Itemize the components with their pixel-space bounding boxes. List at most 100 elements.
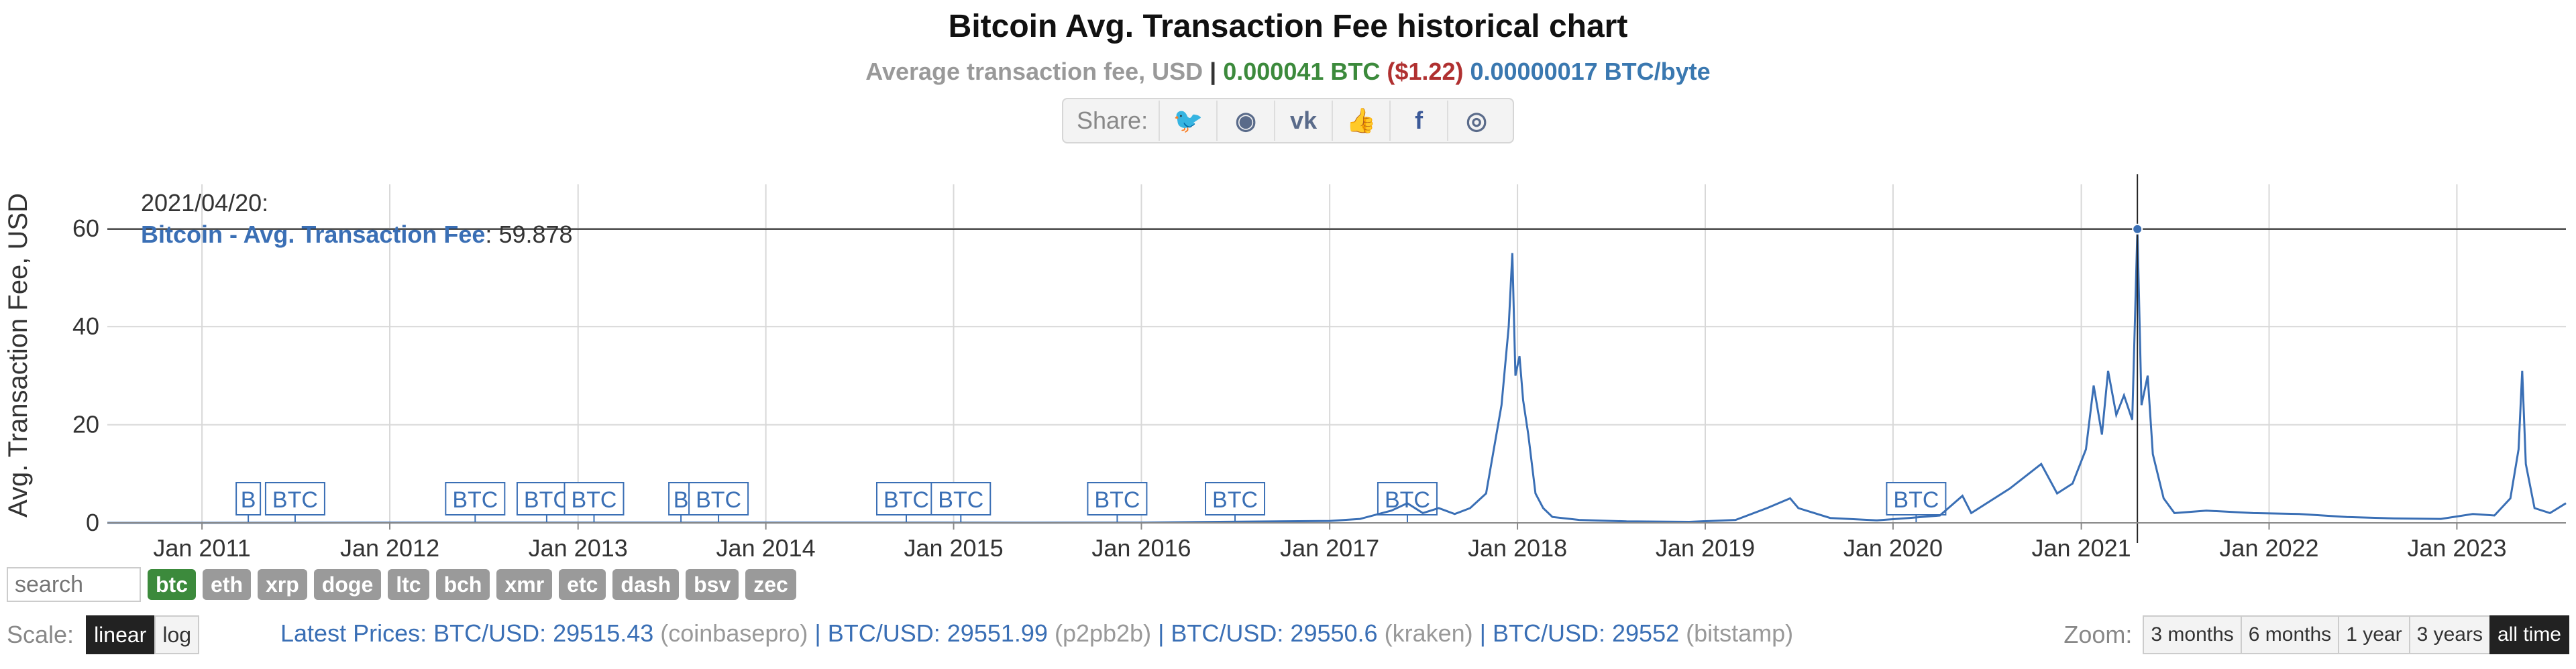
flag-box [564,482,625,515]
flag-box [235,482,262,515]
flag-label: BTC [571,487,616,513]
flag-label: BTC [1094,487,1140,513]
coin-dash[interactable]: dash [612,569,680,600]
price-exchange: (coinbasepro) [660,619,808,647]
flag-label: B [241,487,256,513]
zoom-label: Zoom: [2063,621,2133,648]
price-pair[interactable]: Latest Prices: BTC/USD: 29515.43 [280,619,654,647]
y-tick-label: 40 [72,312,99,340]
flag-box [1377,482,1438,515]
price-exchange: (kraken) [1384,619,1473,647]
price-exchange: (p2pb2b) [1054,619,1152,647]
x-tick-label: Jan 2018 [1468,534,1567,556]
x-tick-label: Jan 2021 [2032,534,2131,556]
flag-label: BTC [272,487,318,513]
price-pair[interactable]: BTC/USD: 29552 [1492,619,1680,647]
flag-label: BTC [938,487,983,513]
zoom-3-years-button[interactable]: 3 years [2408,615,2491,654]
x-tick-label: Jan 2011 [153,534,250,556]
coin-xrp[interactable]: xrp [258,569,307,600]
flag-label: BTC [452,487,498,513]
share-bar: Share: 🐦 ◉ vk 👍 f ◎ [1062,98,1514,143]
price-separator: | [1472,619,1493,647]
x-tick-label: Jan 2017 [1280,534,1379,556]
page-title: Bitcoin Avg. Transaction Fee historical … [948,9,1628,44]
scale-label: Scale: [7,621,74,648]
coin-eth[interactable]: eth [203,569,251,600]
flag-label: BTC [1893,487,1939,513]
zoom-3-months-button[interactable]: 3 months [2143,615,2242,654]
flag-label: BTC [1212,487,1258,513]
weibo-icon[interactable]: ◎ [1447,101,1505,141]
flag-box [875,482,936,515]
fee-per-byte: 0.00000017 BTC/byte [1470,58,1711,85]
tooltip-date: 2021/04/20: [141,189,268,217]
tooltip-colon: : [485,221,498,248]
flag-label: B [674,487,689,513]
flag-label: BTC [524,487,570,513]
flag-box [688,482,749,515]
coin-search-input[interactable] [7,567,141,602]
flag-label: BTC [1385,487,1430,513]
flag-label: BTC [883,487,929,513]
vk-icon[interactable]: vk [1274,101,1332,141]
tooltip-value: 59.878 [498,221,572,248]
x-tick-label: Jan 2023 [2407,534,2506,556]
zoom-control: Zoom: 3 months 6 months 1 year 3 years a… [2063,615,2569,654]
y-tick-label: 20 [72,411,99,438]
share-label: Share: [1077,107,1148,134]
flag-box [264,482,325,515]
flag-box [1205,482,1266,515]
subtitle-label: Average transaction fee, USD [865,58,1203,85]
price-separator: | [808,619,828,647]
x-tick-label: Jan 2016 [1091,534,1191,556]
price-pair[interactable]: BTC/USD: 29551.99 [827,619,1048,647]
coin-selector: btc eth xrp doge ltc bch xmr etc dash bs… [7,567,796,602]
x-tick-label: Jan 2012 [340,534,439,556]
coin-etc[interactable]: etc [559,569,606,600]
fee-series-line [107,229,2567,524]
reddit-icon[interactable]: ◉ [1216,101,1274,141]
price-pair[interactable]: BTC/USD: 29550.6 [1171,619,1378,647]
price-exchange: (bitstamp) [1686,619,1794,647]
x-tick-label: Jan 2015 [904,534,1003,556]
like-icon[interactable]: 👍 [1332,101,1389,141]
latest-prices: Latest Prices: BTC/USD: 29515.43 (coinba… [280,619,1793,648]
fee-btc: 0.000041 BTC [1223,58,1381,85]
coin-bsv[interactable]: bsv [686,569,739,600]
flag-label: BTC [696,487,741,513]
twitter-icon[interactable]: 🐦 [1159,101,1216,141]
flag-box [1087,482,1148,515]
y-tick-label: 60 [72,215,99,242]
x-tick-label: Jan 2022 [2219,534,2318,556]
x-tick-label: Jan 2019 [1656,534,1755,556]
subtitle-separator: | [1210,58,1217,85]
scale-log-button[interactable]: log [154,615,200,654]
coin-xmr[interactable]: xmr [496,569,553,600]
crosshair-point [2132,223,2143,235]
scale-control: Scale: linear log [7,615,200,654]
zoom-6-months-button[interactable]: 6 months [2240,615,2340,654]
tooltip-series-name: Bitcoin - Avg. Transaction Fee [141,221,485,248]
zoom-all-time-button[interactable]: all time [2489,615,2569,654]
zoom-1-year-button[interactable]: 1 year [2338,615,2410,654]
facebook-icon[interactable]: f [1389,101,1447,141]
x-tick-label: Jan 2013 [529,534,628,556]
scale-linear-button[interactable]: linear [86,615,155,654]
fee-chart[interactable]: B BTC BTC BTC BTC B BTC BTC BTC BTC BTC BTC BTC 0204… [0,174,2576,556]
flag-box [1886,482,1947,515]
x-tick-label: Jan 2020 [1843,534,1943,556]
flag-box [445,482,506,515]
coin-ltc[interactable]: ltc [388,569,429,600]
x-tick-label: Jan 2014 [716,534,816,556]
coin-doge[interactable]: doge [313,569,382,600]
y-tick-label: 0 [86,509,99,536]
price-separator: | [1151,619,1171,647]
y-axis-label: Avg. Transaction Fee, USD [3,193,33,518]
coin-bch[interactable]: bch [435,569,490,600]
coin-zec[interactable]: zec [745,569,796,600]
flag-box [930,482,991,515]
chart-subtitle: Average transaction fee, USD | 0.000041 … [0,58,2576,86]
tooltip-value-row: Bitcoin - Avg. Transaction Fee: 59.878 [141,221,573,248]
coin-btc[interactable]: btc [148,569,196,600]
